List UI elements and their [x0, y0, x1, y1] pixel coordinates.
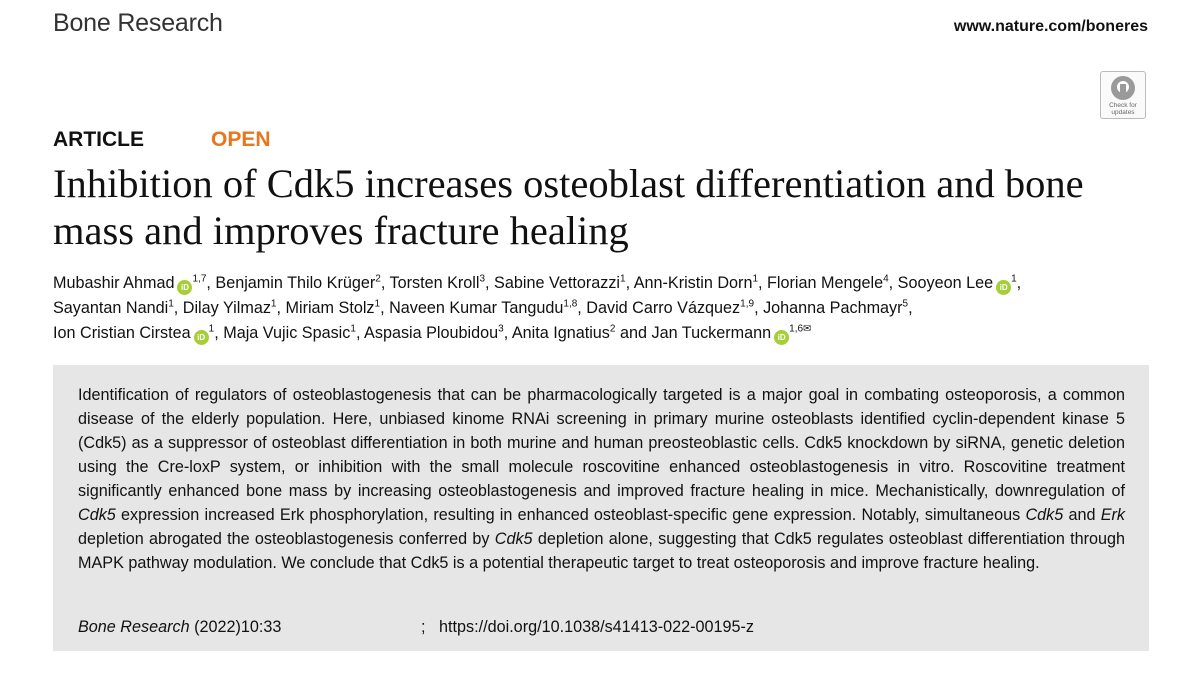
author-affiliation: 4 — [883, 273, 889, 285]
article-type-label: ARTICLE — [53, 128, 144, 151]
doi: ; https://doi.org/10.1038/s41413-022-001… — [421, 618, 754, 637]
author-name[interactable]: Sayantan Nandi — [53, 299, 169, 317]
author-affiliation: 3 — [498, 323, 504, 335]
author-name[interactable]: Mubashir Ahmad — [53, 274, 175, 292]
author-affiliation: 1 — [620, 273, 626, 285]
author-name[interactable]: Sooyeon Lee — [897, 274, 994, 292]
journal-url-link[interactable]: www.nature.com/boneres — [953, 18, 1148, 35]
doi-link[interactable]: https://doi.org/10.1038/s41413-022-00195… — [439, 618, 754, 636]
author-name[interactable]: David Carro Vázquez — [586, 299, 741, 317]
author-name[interactable]: Sabine Vettorazzi — [494, 274, 621, 292]
author-affiliation: 2 — [609, 323, 616, 335]
author-name[interactable]: Anita Ignatius — [511, 324, 610, 342]
citation-journal: Bone Research — [78, 618, 190, 636]
author-affiliation: 1 — [208, 323, 215, 335]
orcid-icon[interactable]: iD — [193, 330, 209, 345]
journal-name: Bone Research — [53, 9, 223, 37]
orcid-icon[interactable]: iD — [177, 280, 193, 295]
author-name[interactable]: Ann-Kristin Dorn — [633, 274, 753, 292]
abstract-text: Identification of regulators of osteobla… — [78, 386, 1125, 572]
orcid-icon[interactable]: iD — [774, 330, 790, 345]
author-affiliation: 1 — [752, 273, 759, 285]
author-affiliation: 2 — [375, 273, 381, 285]
citation: Bone Research (2022)10:33 — [78, 618, 281, 637]
author-name[interactable]: Dilay Yilmaz — [182, 299, 271, 317]
author-affiliation: 3 — [479, 273, 486, 285]
author-affiliation: 1 — [270, 298, 277, 310]
author-conjunction: and — [619, 324, 647, 342]
email-icon[interactable]: ✉ — [803, 323, 812, 335]
article-title: Inhibition of Cdk5 increases osteoblast … — [53, 161, 1084, 253]
author-affiliation: 1,9 — [740, 298, 755, 310]
author-name[interactable]: Benjamin Thilo Krüger — [215, 274, 376, 292]
gene-name: Erk — [1100, 506, 1125, 524]
author-name[interactable]: Johanna Pachmayr — [763, 299, 903, 317]
author-name[interactable]: Jan Tuckermann — [651, 324, 772, 342]
author-affiliation: 1,8 — [563, 298, 578, 310]
gene-name: Cdk5 — [1025, 506, 1064, 524]
author-affiliation: 1 — [374, 298, 381, 310]
author-affiliation: 1,6✉ — [789, 323, 812, 335]
gene-name: Cdk5 — [494, 530, 533, 548]
check-updates-label: Check for updates — [1109, 102, 1137, 116]
author-affiliation: 1 — [1011, 273, 1017, 285]
citation-separator: ; — [421, 618, 426, 636]
author-affiliation: 1,7 — [192, 273, 207, 285]
author-name[interactable]: Aspasia Ploubidou — [364, 324, 499, 342]
author-list: Mubashir Ahmad iD1,7, Benjamin Thilo Krüg… — [53, 271, 1158, 346]
gene-name: Cdk5 — [78, 506, 116, 524]
author-name[interactable]: Naveen Kumar Tangudu — [389, 299, 564, 317]
author-name[interactable]: Torsten Kroll — [389, 274, 480, 292]
author-name[interactable]: Maja Vujic Spasic — [223, 324, 351, 342]
check-updates-icon — [1111, 76, 1135, 100]
orcid-icon[interactable]: iD — [996, 280, 1012, 295]
author-name[interactable]: Florian Mengele — [767, 274, 884, 292]
check-for-updates-button[interactable]: Check for updates — [1100, 71, 1146, 119]
citation-volume: (2022)10:33 — [189, 618, 282, 636]
author-name[interactable]: Miriam Stolz — [285, 299, 375, 317]
author-name[interactable]: Ion Cristian Cirstea — [53, 324, 191, 342]
author-affiliation: 1 — [350, 323, 356, 335]
open-access-badge: OPEN — [211, 128, 271, 151]
abstract-box: Identification of regulators of osteobla… — [53, 365, 1149, 651]
author-affiliation: 5 — [902, 298, 909, 310]
author-affiliation: 1 — [168, 298, 174, 310]
